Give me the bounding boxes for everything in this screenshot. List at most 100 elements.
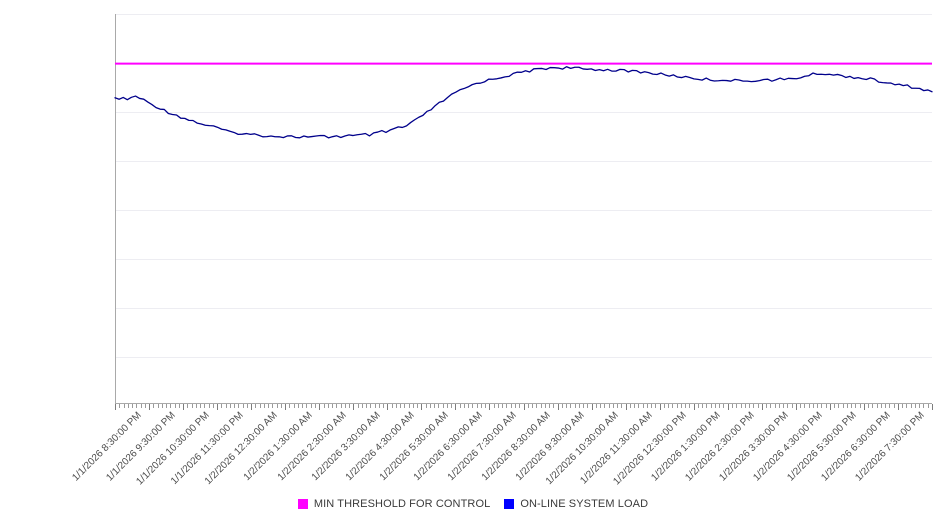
x-axis-minor-tick [893,404,895,408]
legend-swatch-min-threshold [297,499,308,509]
x-axis-minor-tick [672,404,674,408]
x-axis-minor-tick [272,404,274,408]
x-axis-minor-tick [714,404,716,408]
x-axis-minor-tick [195,404,197,408]
x-axis-minor-tick [838,404,840,408]
x-axis-minor-tick [910,404,912,408]
x-axis-major-tick [932,404,933,410]
x-axis-tick-strip [115,404,933,410]
legend-item-online-system-load[interactable]: ON-LINE SYSTEM LOAD [504,498,648,510]
x-axis-minor-tick [783,404,785,408]
gridline [115,14,932,15]
x-axis-minor-tick [668,404,670,408]
x-axis-minor-tick [872,404,874,408]
x-axis-minor-tick [302,404,304,408]
x-axis-line [115,403,932,404]
x-axis-minor-tick [685,404,687,408]
x-axis-minor-tick [583,404,585,408]
x-axis-minor-tick [463,404,465,408]
x-axis-minor-tick [208,404,210,408]
x-axis-minor-tick [663,404,665,408]
x-axis-minor-tick [310,404,312,408]
x-axis-minor-tick [876,404,878,408]
x-axis-minor-tick [834,404,836,408]
x-axis-minor-tick [136,404,138,408]
x-axis-minor-tick [855,404,857,408]
x-axis-major-tick [319,404,321,410]
x-axis-minor-tick [553,404,555,408]
x-axis-minor-tick [370,404,372,408]
x-axis-minor-tick [123,404,125,408]
x-axis-minor-tick [753,404,755,408]
x-axis-minor-tick [919,404,921,408]
x-axis-major-tick [761,404,763,410]
x-axis-minor-tick [238,404,240,408]
x-axis-minor-tick [404,404,406,408]
x-axis-minor-tick [259,404,261,408]
x-axis-major-tick [251,404,253,410]
x-axis-major-tick [727,404,729,410]
gridline [115,259,932,261]
x-axis-major-tick [693,404,695,410]
x-axis-minor-tick [651,404,653,408]
x-axis-minor-tick [187,404,189,408]
x-axis-minor-tick [293,404,295,408]
x-axis-minor-tick [906,404,908,408]
x-axis-minor-tick [395,404,397,408]
x-axis-major-tick [591,404,593,410]
x-axis-minor-tick [340,404,342,408]
x-axis-minor-tick [706,404,708,408]
x-axis-major-tick [421,404,423,410]
legend-item-min-threshold[interactable]: MIN THRESHOLD FOR CONTROL [297,498,491,510]
x-axis-minor-tick [544,404,546,408]
x-axis-major-tick [863,404,865,410]
legend-label-min-threshold: MIN THRESHOLD FOR CONTROL [313,498,491,510]
x-axis-minor-tick [536,404,538,408]
x-axis-minor-tick [757,404,759,408]
gridline [115,63,932,65]
x-axis-minor-tick [127,404,129,408]
x-axis-minor-tick [506,404,508,408]
x-axis-minor-tick [868,404,870,408]
x-axis-minor-tick [200,404,202,408]
x-axis-major-tick [387,404,389,410]
x-axis-minor-tick [157,404,159,408]
x-axis-minor-tick [263,404,265,408]
x-axis-minor-tick [234,404,236,408]
x-axis-minor-tick [766,404,768,408]
x-axis-minor-tick [140,404,142,408]
x-axis-minor-tick [676,404,678,408]
x-axis-minor-tick [689,404,691,408]
x-axis-major-tick [115,404,116,410]
x-axis-major-tick [455,404,457,410]
x-axis-minor-tick [383,404,385,408]
x-axis-minor-tick [825,404,827,408]
y-axis-line [115,14,116,403]
x-axis-minor-tick [391,404,393,408]
x-axis-minor-tick [770,404,772,408]
x-axis-labels: 1/1/2026 8:30:00 PM 1/1/2026 9:30:00 PM 1/… [0,403,946,503]
x-axis-minor-tick [476,404,478,408]
x-axis-minor-tick [600,404,602,408]
x-axis-minor-tick [314,404,316,408]
x-axis-minor-tick [612,404,614,408]
x-axis-minor-tick [880,404,882,408]
x-axis-major-tick [217,404,219,410]
x-axis-minor-tick [527,404,529,408]
x-axis-minor-tick [323,404,325,408]
x-axis-minor-tick [914,404,916,408]
x-axis-minor-tick [927,404,929,408]
x-axis-minor-tick [540,404,542,408]
x-axis-minor-tick [161,404,163,408]
x-axis-minor-tick [442,404,444,408]
x-axis-minor-tick [191,404,193,408]
x-axis-minor-tick [778,404,780,408]
x-axis-major-tick [149,404,151,410]
x-axis-minor-tick [361,404,363,408]
x-axis-minor-tick [723,404,725,408]
x-axis-minor-tick [595,404,597,408]
x-axis-minor-tick [242,404,244,408]
x-axis-minor-tick [574,404,576,408]
x-axis-minor-tick [655,404,657,408]
